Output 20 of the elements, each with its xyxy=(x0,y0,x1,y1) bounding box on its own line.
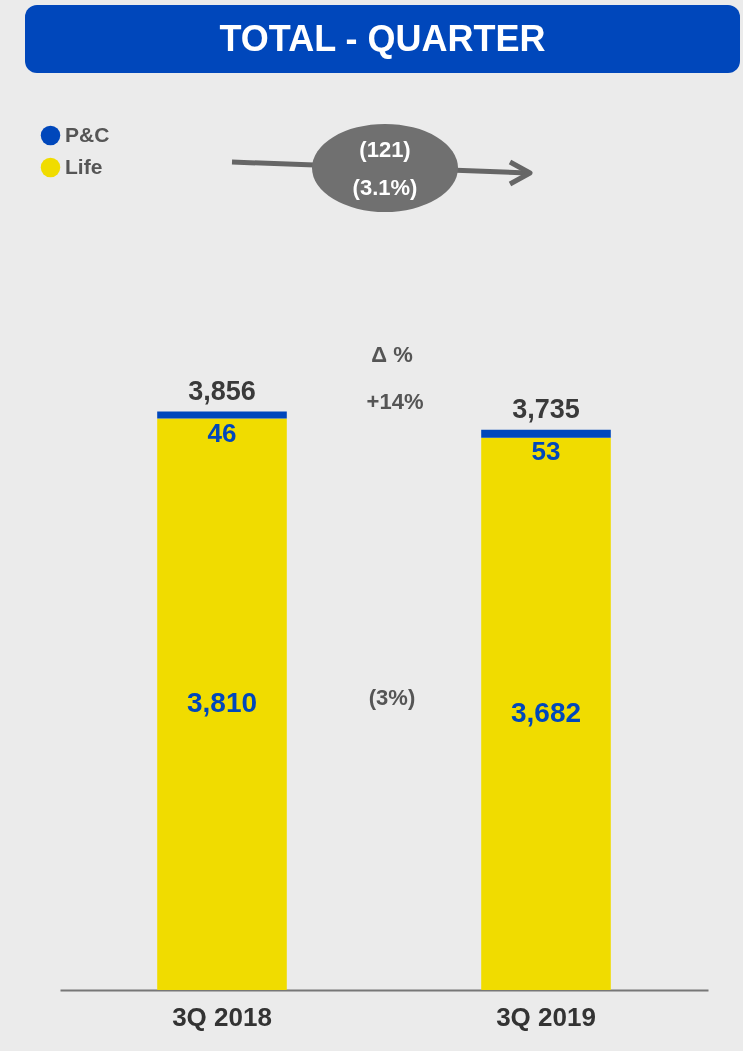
x-tick-label: 3Q 2018 xyxy=(172,1001,272,1032)
data-label: 46 xyxy=(207,417,237,448)
annotation: (3%) xyxy=(368,685,416,710)
legend-label: Life xyxy=(65,154,103,178)
bar xyxy=(157,418,287,990)
legend-label: P&C xyxy=(65,122,110,146)
total-label: 3,735 xyxy=(512,393,580,424)
total-label: 3,856 xyxy=(188,375,256,406)
bar xyxy=(481,437,611,990)
data-label: 3,810 xyxy=(186,687,258,719)
x-tick-label: 3Q 2019 xyxy=(496,1001,596,1032)
text: Δ % xyxy=(371,342,413,367)
text: (3.1%) xyxy=(352,175,418,200)
bar xyxy=(157,411,287,419)
annotation: +14% xyxy=(366,389,424,414)
data-label: 3,682 xyxy=(510,696,582,728)
data-label: 53 xyxy=(531,435,561,466)
bar xyxy=(481,429,611,438)
chart-title: TOTAL - QUARTER xyxy=(25,5,740,73)
text: (121) xyxy=(359,137,411,162)
